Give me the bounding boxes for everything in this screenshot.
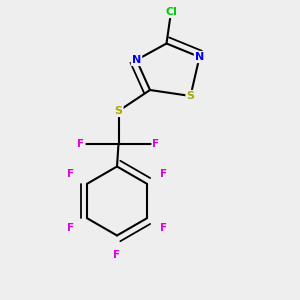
Text: N: N xyxy=(195,52,204,62)
Text: F: F xyxy=(113,250,121,260)
Text: Cl: Cl xyxy=(165,7,177,17)
Text: S: S xyxy=(115,106,122,116)
Text: F: F xyxy=(77,139,85,149)
Text: F: F xyxy=(160,223,167,233)
Text: N: N xyxy=(132,55,141,65)
Text: F: F xyxy=(67,223,74,233)
Text: S: S xyxy=(187,91,194,101)
Text: F: F xyxy=(152,139,160,149)
Text: F: F xyxy=(160,169,167,179)
Text: F: F xyxy=(67,169,74,179)
